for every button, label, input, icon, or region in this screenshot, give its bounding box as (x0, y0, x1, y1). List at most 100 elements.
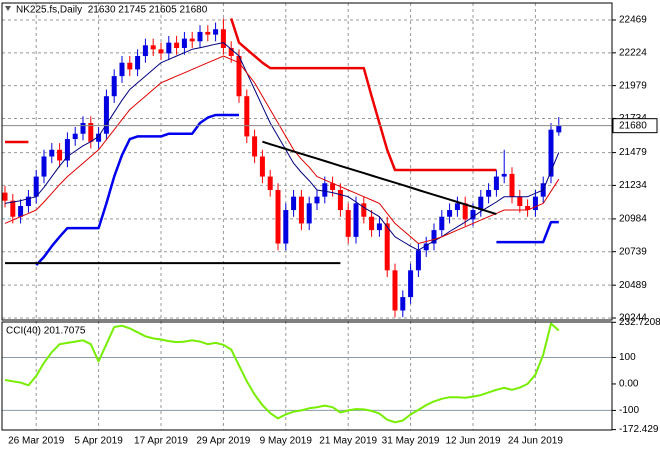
candle-body (49, 149, 55, 157)
candle-body (353, 203, 359, 237)
candle-body (415, 250, 421, 271)
candle-body (376, 223, 382, 231)
y-tick-label: 20244 (619, 313, 647, 324)
y-tick-label: -172.429 (619, 424, 659, 435)
y-tick-label: 22469 (619, 15, 647, 26)
cci-line (4, 322, 560, 424)
x-tick-label: 29 Apr 2019 (196, 436, 250, 447)
candle-body (361, 203, 367, 217)
candle-body (486, 189, 492, 197)
candle-body (213, 29, 219, 35)
candle-body (127, 62, 133, 70)
y-tick-label: 21479 (619, 147, 647, 158)
candle-body (330, 183, 336, 190)
x-tick-label: 24 Jun 2019 (508, 436, 563, 447)
candle-body (220, 29, 226, 48)
candle-body (384, 223, 390, 271)
candle-body (431, 230, 437, 244)
candle-body (447, 210, 453, 217)
candle-body (337, 189, 343, 211)
candle-body (298, 196, 304, 224)
y-tick-label: 22224 (619, 47, 647, 58)
candle-body (205, 31, 211, 35)
candle-body (509, 173, 515, 197)
y-tick-label: 20984 (619, 214, 647, 225)
candle-body (267, 176, 273, 190)
candle-body (135, 56, 141, 70)
candle-body (150, 45, 156, 50)
candle-body (103, 96, 109, 134)
y-tick-label: 20489 (619, 280, 647, 291)
candle-body (462, 203, 468, 220)
y-tick-label: 20739 (619, 246, 647, 257)
y-tick-label: 232.7208 (619, 317, 660, 328)
candle-body (189, 38, 195, 42)
x-tick-label: 12 Jun 2019 (445, 436, 500, 447)
overlay-line (35, 113, 559, 266)
overlay-line (262, 140, 497, 216)
candle-body (454, 203, 460, 211)
candle-body (322, 183, 328, 197)
candle-body (236, 56, 242, 97)
candle-body (275, 189, 281, 244)
candle-body (158, 49, 164, 54)
candle-body (197, 31, 203, 42)
y-tick-label: 100 (619, 352, 636, 363)
candle-body (408, 270, 414, 298)
candle-body (96, 133, 102, 142)
candle-body (181, 38, 187, 48)
last-price-box (612, 118, 658, 134)
last-price-label: 21680 (619, 120, 647, 131)
candle-body (228, 47, 234, 57)
plot-layer (2, 3, 612, 430)
overlay-line (5, 18, 497, 172)
x-tick-label: 21 May 2019 (319, 436, 377, 447)
candle-body (283, 210, 289, 244)
candle-body (80, 122, 86, 134)
candle-body (88, 122, 94, 142)
candle-body (392, 270, 398, 311)
y-tick-label: 21979 (619, 80, 647, 91)
candle-body (439, 216, 445, 231)
title-icon (5, 6, 11, 11)
candle-body (33, 176, 39, 197)
candle-body (493, 176, 499, 190)
candle-body (18, 206, 24, 217)
main-frame (1, 2, 613, 321)
candle-body (525, 206, 531, 211)
candle-body (166, 42, 172, 54)
candle-body (501, 173, 507, 177)
candle-body (345, 210, 351, 237)
candle-body (306, 203, 312, 224)
candle-body (556, 125, 562, 133)
candle-body (10, 200, 16, 217)
overlay-line (4, 55, 560, 244)
candle-body (400, 297, 406, 311)
chart-title: NK225.fs,Daily 21630 21745 21605 21680 (16, 5, 208, 16)
candle-body (252, 136, 258, 157)
x-tick-label: 26 Mar 2019 (8, 436, 65, 447)
x-tick-label: 5 Apr 2019 (74, 436, 123, 447)
candle-body (64, 139, 70, 161)
candle-body (142, 45, 148, 57)
y-tick-label: 0.00 (619, 379, 639, 390)
overlay-line (4, 42, 560, 251)
candle-body (423, 243, 429, 251)
candle-body (174, 42, 180, 48)
x-tick-label: 9 May 2019 (260, 436, 313, 447)
candle-body (244, 96, 250, 137)
y-tick-label: 21234 (619, 180, 647, 191)
candle-body (119, 62, 125, 77)
candle-body (517, 196, 523, 207)
candle-body (548, 129, 554, 177)
candle-body (41, 156, 47, 177)
candle-body (291, 196, 297, 211)
candle-body (111, 76, 117, 97)
candle-body (259, 156, 265, 177)
candle-body (532, 196, 538, 211)
candle-body (2, 192, 8, 201)
candle-body (57, 149, 63, 161)
x-tick-label: 31 May 2019 (382, 436, 440, 447)
x-tick-label: 17 Apr 2019 (134, 436, 188, 447)
